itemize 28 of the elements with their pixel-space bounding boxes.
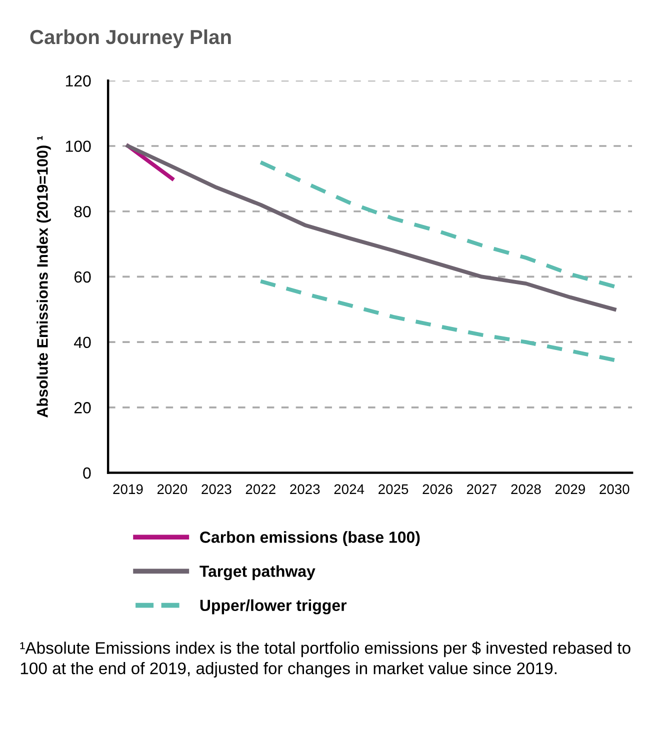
y-tick-label: 0: [83, 467, 91, 479]
chart-title: Carbon Journey Plan: [30, 29, 231, 48]
y-tick-label: 80: [74, 206, 91, 218]
x-tick-label: 2027: [466, 484, 496, 494]
y-tick-label: 120: [66, 75, 91, 87]
line-series: [126, 144, 616, 312]
x-tick-label: 2030: [600, 484, 630, 494]
x-tick-label: 2029: [555, 484, 585, 494]
x-tick-label: 2023: [290, 484, 320, 494]
y-tick-label: 60: [74, 271, 91, 283]
line-series: [258, 279, 616, 362]
x-tick-label: 2028: [511, 484, 541, 494]
y-axis-title: Absolute Emissions Index (2019=100) ¹: [36, 136, 51, 418]
text: ¹Absolute Emissions index is the total portfolio emissions per $ invested rebased to 100 at the end of 2019, adjusted for changes in market value since 2019.: [20, 641, 630, 678]
legend-label: Upper/lower trigger: [200, 599, 347, 614]
x-tick-label: 2025: [378, 484, 408, 494]
x-tick-label: 2026: [422, 484, 452, 494]
line-series: [258, 160, 616, 288]
y-tick-label: 100: [66, 140, 91, 152]
legend-label: Carbon emissions (base 100): [200, 531, 420, 546]
y-tick-label: 40: [74, 336, 91, 348]
y-tick-label: 20: [74, 402, 91, 414]
x-tick-label: 2020: [157, 484, 188, 494]
x-tick-label: 2022: [246, 484, 276, 494]
legend-label: Target pathway: [200, 565, 316, 580]
x-tick-label: 2024: [334, 484, 364, 494]
x-tick-label: 2019: [113, 484, 143, 494]
x-tick-label: 2023: [202, 484, 232, 494]
